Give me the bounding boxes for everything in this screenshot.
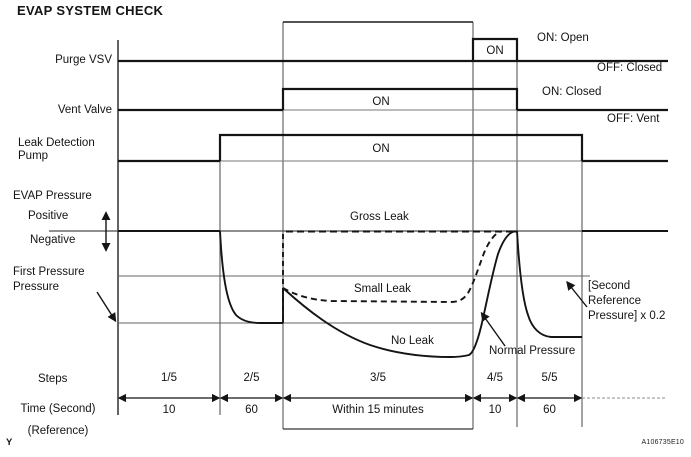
- positive-label: Positive: [28, 210, 69, 222]
- pressure-reference-lines: [49, 230, 668, 324]
- corner-marker: Y: [6, 437, 13, 448]
- signal-traces: [118, 37, 668, 163]
- second-reference-dip: [516, 230, 582, 338]
- first-pressure-label: First Pressure Pressure: [13, 266, 85, 293]
- annotation-arrows: [96, 211, 588, 347]
- vent-legend-off: OFF: Vent: [607, 113, 660, 125]
- vent-on-text: ON: [372, 96, 390, 108]
- pressure-curves: [118, 230, 668, 358]
- time-cell-1: 10: [162, 404, 176, 416]
- vent-legend-on: ON: Closed: [542, 86, 602, 98]
- leak-pump-label: Leak Detection Pump: [18, 137, 95, 162]
- no-leak-curve: [282, 230, 517, 358]
- figure-code: A106735E10: [641, 439, 684, 446]
- negative-label: Negative: [30, 234, 76, 246]
- step-cell-2: 2/5: [243, 372, 260, 384]
- second-reference-label: [Second Reference Pressure] x 0.2: [588, 280, 666, 322]
- small-leak-curve: [282, 230, 502, 303]
- purge-legend-off: OFF: Closed: [597, 62, 663, 74]
- pump-on-text: ON: [372, 143, 390, 155]
- time-row-label: Time (Second): [20, 403, 96, 415]
- purge-legend-on: ON: Open: [537, 32, 589, 44]
- vent-valve-on-step: [281, 87, 519, 110]
- vent-valve-label: Vent Valve: [57, 104, 112, 116]
- first-pressure-arrow: [96, 291, 117, 323]
- signal-baselines-thin: [220, 109, 582, 162]
- time-cell-5: 60: [543, 404, 556, 416]
- step-cell-3: 3/5: [370, 372, 386, 384]
- evap-pressure-label: EVAP Pressure: [13, 190, 92, 202]
- step-cell-5: 5/5: [541, 372, 558, 384]
- time-row-sublabel: (Reference): [27, 425, 89, 437]
- purge-vsv-label: Purge VSV: [55, 54, 112, 66]
- time-cell-3: Within 15 minutes: [332, 404, 424, 416]
- page-title: EVAP SYSTEM CHECK: [17, 3, 164, 18]
- purge-vsv-on-pulse: [471, 37, 519, 61]
- normal-pressure-label: Normal Pressure: [489, 345, 576, 357]
- time-cell-2: 60: [245, 404, 258, 416]
- step-boundary-gridlines: [219, 22, 583, 429]
- first-reference-dip: [219, 230, 283, 324]
- leak-pump-on-step: [218, 133, 584, 161]
- steps-row-label: Steps: [38, 373, 68, 385]
- step-cell-1: 1/5: [161, 372, 177, 384]
- small-leak-label: Small Leak: [354, 283, 411, 295]
- second-reference-arrow: [566, 280, 588, 308]
- normal-pressure-arrow: [480, 311, 506, 347]
- step-cell-4: 4/5: [487, 372, 503, 384]
- gross-leak-label: Gross Leak: [350, 211, 409, 223]
- no-leak-label: No Leak: [391, 335, 434, 347]
- purge-on-text: ON: [486, 45, 504, 57]
- time-cell-4: 10: [488, 404, 502, 416]
